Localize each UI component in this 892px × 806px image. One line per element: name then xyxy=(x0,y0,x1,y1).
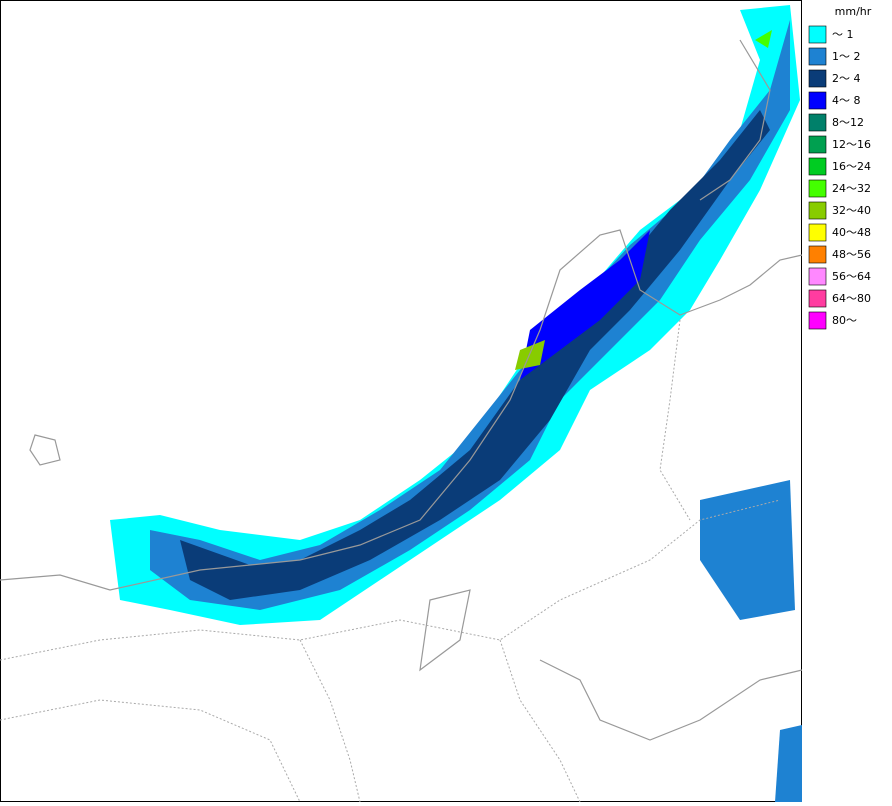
legend-swatch xyxy=(808,223,827,242)
rain-area xyxy=(755,30,772,48)
legend-label: 1～ 2 xyxy=(832,50,861,63)
legend-label: 2～ 4 xyxy=(832,72,861,85)
map-frame xyxy=(0,0,802,802)
prefecture-border xyxy=(0,699,301,803)
legend-swatch xyxy=(808,135,827,154)
rain-area xyxy=(775,725,802,802)
legend-label: 12～16 xyxy=(832,138,871,151)
legend-label: 64～80 xyxy=(832,292,871,305)
legend-label: 8～12 xyxy=(832,116,864,129)
legend-swatch xyxy=(808,201,827,220)
legend-label: 24～32 xyxy=(832,182,871,195)
prefecture-border xyxy=(659,319,691,521)
legend-swatch xyxy=(808,91,827,110)
legend-label: ～ 1 xyxy=(832,28,854,41)
rain-area xyxy=(515,340,545,370)
island xyxy=(29,434,61,466)
prefecture-border xyxy=(299,639,361,803)
rain-area xyxy=(520,230,650,380)
legend: mm/hr ～ 1 1～ 2 2～ 4 4～ 8 8～12 12～16 16～24 24～32… xyxy=(808,5,872,330)
legend-swatch xyxy=(808,113,827,132)
coastline xyxy=(539,659,803,741)
legend-label: 48～56 xyxy=(832,248,871,261)
legend-swatch xyxy=(808,157,827,176)
legend-swatch xyxy=(808,267,827,286)
coastline xyxy=(0,229,803,591)
coastline xyxy=(419,589,471,672)
legend-label: 4～ 8 xyxy=(832,94,861,107)
rain-area xyxy=(700,480,795,620)
legend-swatch xyxy=(808,245,827,264)
legend-label: 40～48 xyxy=(832,226,871,239)
legend-swatch xyxy=(808,69,827,88)
legend-swatch xyxy=(808,25,827,44)
legend-swatch xyxy=(808,311,827,330)
coastline xyxy=(699,39,771,201)
legend-swatch xyxy=(808,289,827,308)
legend-label: 80～ xyxy=(832,314,857,327)
legend-label: 16～24 xyxy=(832,160,871,173)
legend-unit: mm/hr xyxy=(835,5,872,18)
legend-swatch xyxy=(808,179,827,198)
prefecture-border xyxy=(0,499,781,661)
map xyxy=(0,0,803,803)
precipitation xyxy=(110,5,802,802)
legend-label: 56～64 xyxy=(832,270,871,283)
legend-swatch xyxy=(808,47,827,66)
legend-label: 32～40 xyxy=(832,204,871,217)
